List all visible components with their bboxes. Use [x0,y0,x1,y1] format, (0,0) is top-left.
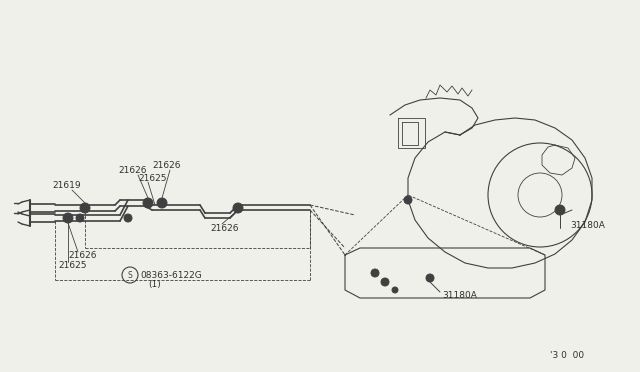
Text: 31180A: 31180A [570,221,605,230]
Circle shape [429,276,431,279]
Circle shape [374,272,376,275]
Text: 21626: 21626 [118,166,147,174]
Circle shape [371,269,379,277]
Circle shape [404,196,412,204]
Circle shape [83,206,87,210]
Circle shape [381,278,389,286]
Text: S: S [127,270,132,279]
Text: 21625: 21625 [58,260,86,269]
Circle shape [394,289,396,291]
Text: 21619: 21619 [52,180,81,189]
Circle shape [236,206,240,210]
Circle shape [426,274,434,282]
Circle shape [160,201,164,205]
Text: 21626: 21626 [152,160,180,170]
Circle shape [80,203,90,213]
Text: (1): (1) [148,280,161,289]
Circle shape [76,214,84,222]
Circle shape [66,216,70,220]
Circle shape [124,214,132,222]
Text: 21625: 21625 [138,173,166,183]
Circle shape [558,208,562,212]
Text: 21626: 21626 [210,224,239,232]
Circle shape [143,198,153,208]
Circle shape [79,217,81,219]
Circle shape [157,198,167,208]
Text: 08363-6122G: 08363-6122G [140,270,202,279]
Circle shape [127,217,129,219]
Circle shape [146,201,150,205]
Circle shape [233,203,243,213]
Text: '3 0  00: '3 0 00 [550,350,584,359]
Circle shape [555,205,565,215]
Text: 21626: 21626 [68,250,97,260]
Circle shape [406,199,410,202]
Circle shape [392,287,398,293]
Circle shape [383,280,387,283]
Text: 31180A: 31180A [442,291,477,299]
Circle shape [63,213,73,223]
